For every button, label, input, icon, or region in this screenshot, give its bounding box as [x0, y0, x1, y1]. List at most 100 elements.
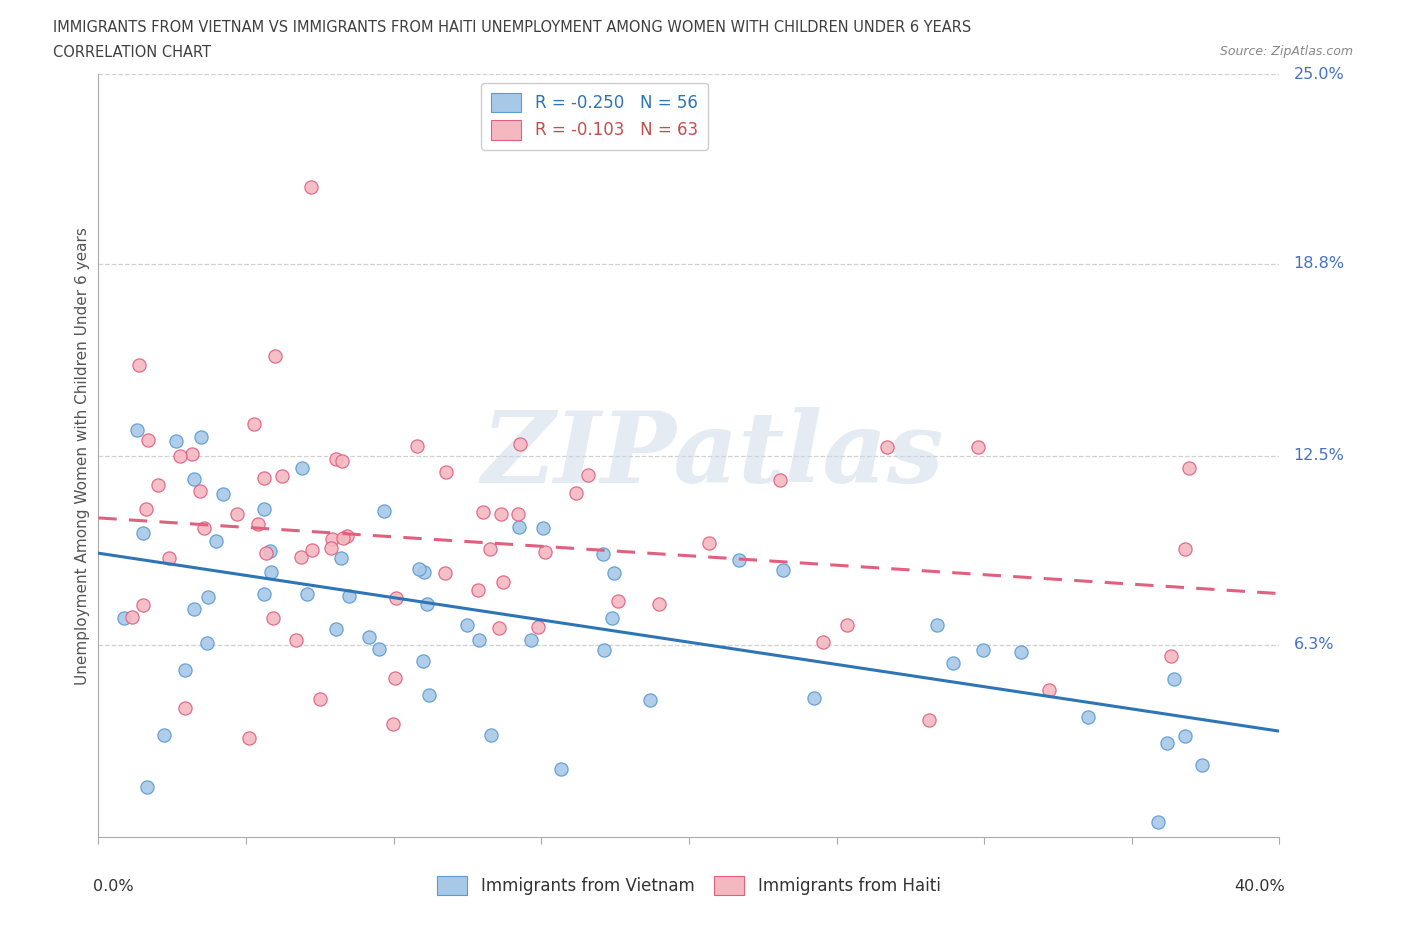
Text: ZIPatlas: ZIPatlas [481, 407, 943, 504]
Text: 25.0%: 25.0% [1294, 67, 1344, 82]
Point [506, 506, 529, 521]
Point [520, 632, 543, 647]
Point [648, 597, 671, 612]
Point [1174, 728, 1197, 743]
Point [835, 618, 858, 632]
Point [728, 552, 751, 567]
Point [238, 730, 260, 745]
Point [811, 634, 834, 649]
Point [212, 486, 235, 501]
Point [416, 596, 439, 611]
Point [165, 433, 187, 448]
Point [321, 531, 343, 546]
Point [607, 593, 630, 608]
Point [769, 472, 792, 487]
Point [135, 502, 157, 517]
Point [148, 478, 170, 493]
Point [592, 547, 614, 562]
Point [491, 507, 513, 522]
Point [456, 618, 478, 632]
Point [262, 610, 284, 625]
Point [329, 551, 352, 565]
Point [384, 671, 406, 685]
Text: 6.3%: 6.3% [1294, 637, 1334, 652]
Point [174, 663, 197, 678]
Point [942, 656, 965, 671]
Point [550, 762, 572, 777]
Point [527, 619, 550, 634]
Point [972, 643, 994, 658]
Point [301, 543, 323, 558]
Point [183, 601, 205, 616]
Point [112, 610, 135, 625]
Point [593, 643, 616, 658]
Point [381, 716, 404, 731]
Text: 40.0%: 40.0% [1234, 879, 1285, 894]
Point [183, 472, 205, 486]
Text: Source: ZipAtlas.com: Source: ZipAtlas.com [1219, 45, 1353, 58]
Point [332, 530, 354, 545]
Point [337, 589, 360, 604]
Point [412, 654, 434, 669]
Point [467, 582, 489, 597]
Point [481, 728, 503, 743]
Point [531, 521, 554, 536]
Point [1010, 644, 1032, 659]
Point [434, 465, 457, 480]
Y-axis label: Unemployment Among Women with Children Under 6 years: Unemployment Among Women with Children U… [75, 227, 90, 684]
Point [127, 423, 149, 438]
Point [128, 358, 150, 373]
Point [299, 179, 322, 194]
Point [136, 433, 159, 448]
Point [367, 642, 389, 657]
Point [434, 565, 457, 580]
Point [918, 712, 941, 727]
Point [803, 690, 825, 705]
Point [534, 544, 557, 559]
Point [197, 590, 219, 604]
Text: 18.8%: 18.8% [1294, 256, 1344, 271]
Point [253, 587, 276, 602]
Point [876, 440, 898, 455]
Point [174, 700, 197, 715]
Point [325, 452, 347, 467]
Text: IMMIGRANTS FROM VIETNAM VS IMMIGRANTS FROM HAITI UNEMPLOYMENT AMONG WOMEN WITH C: IMMIGRANTS FROM VIETNAM VS IMMIGRANTS FR… [53, 20, 972, 35]
Point [373, 504, 395, 519]
Point [406, 438, 429, 453]
Point [336, 528, 359, 543]
Point [468, 633, 491, 648]
Point [157, 551, 180, 565]
Legend: Immigrants from Vietnam, Immigrants from Haiti: Immigrants from Vietnam, Immigrants from… [427, 866, 950, 905]
Point [325, 622, 347, 637]
Point [471, 505, 494, 520]
Point [321, 540, 343, 555]
Point [253, 471, 276, 485]
Point [330, 454, 353, 469]
Point [509, 437, 531, 452]
Point [772, 563, 794, 578]
Point [1077, 710, 1099, 724]
Point [1038, 683, 1060, 698]
Point [193, 521, 215, 536]
Point [408, 561, 430, 576]
Point [205, 534, 228, 549]
Point [295, 587, 318, 602]
Point [357, 630, 380, 644]
Point [1147, 815, 1170, 830]
Point [180, 446, 202, 461]
Point [925, 618, 948, 632]
Point [576, 468, 599, 483]
Point [247, 517, 270, 532]
Point [638, 692, 661, 707]
Point [1163, 671, 1185, 686]
Point [152, 727, 174, 742]
Text: 12.5%: 12.5% [1294, 448, 1344, 463]
Point [253, 502, 276, 517]
Point [291, 460, 314, 475]
Point [135, 779, 157, 794]
Point [479, 542, 502, 557]
Point [600, 610, 623, 625]
Point [243, 417, 266, 432]
Point [309, 692, 332, 707]
Point [603, 566, 626, 581]
